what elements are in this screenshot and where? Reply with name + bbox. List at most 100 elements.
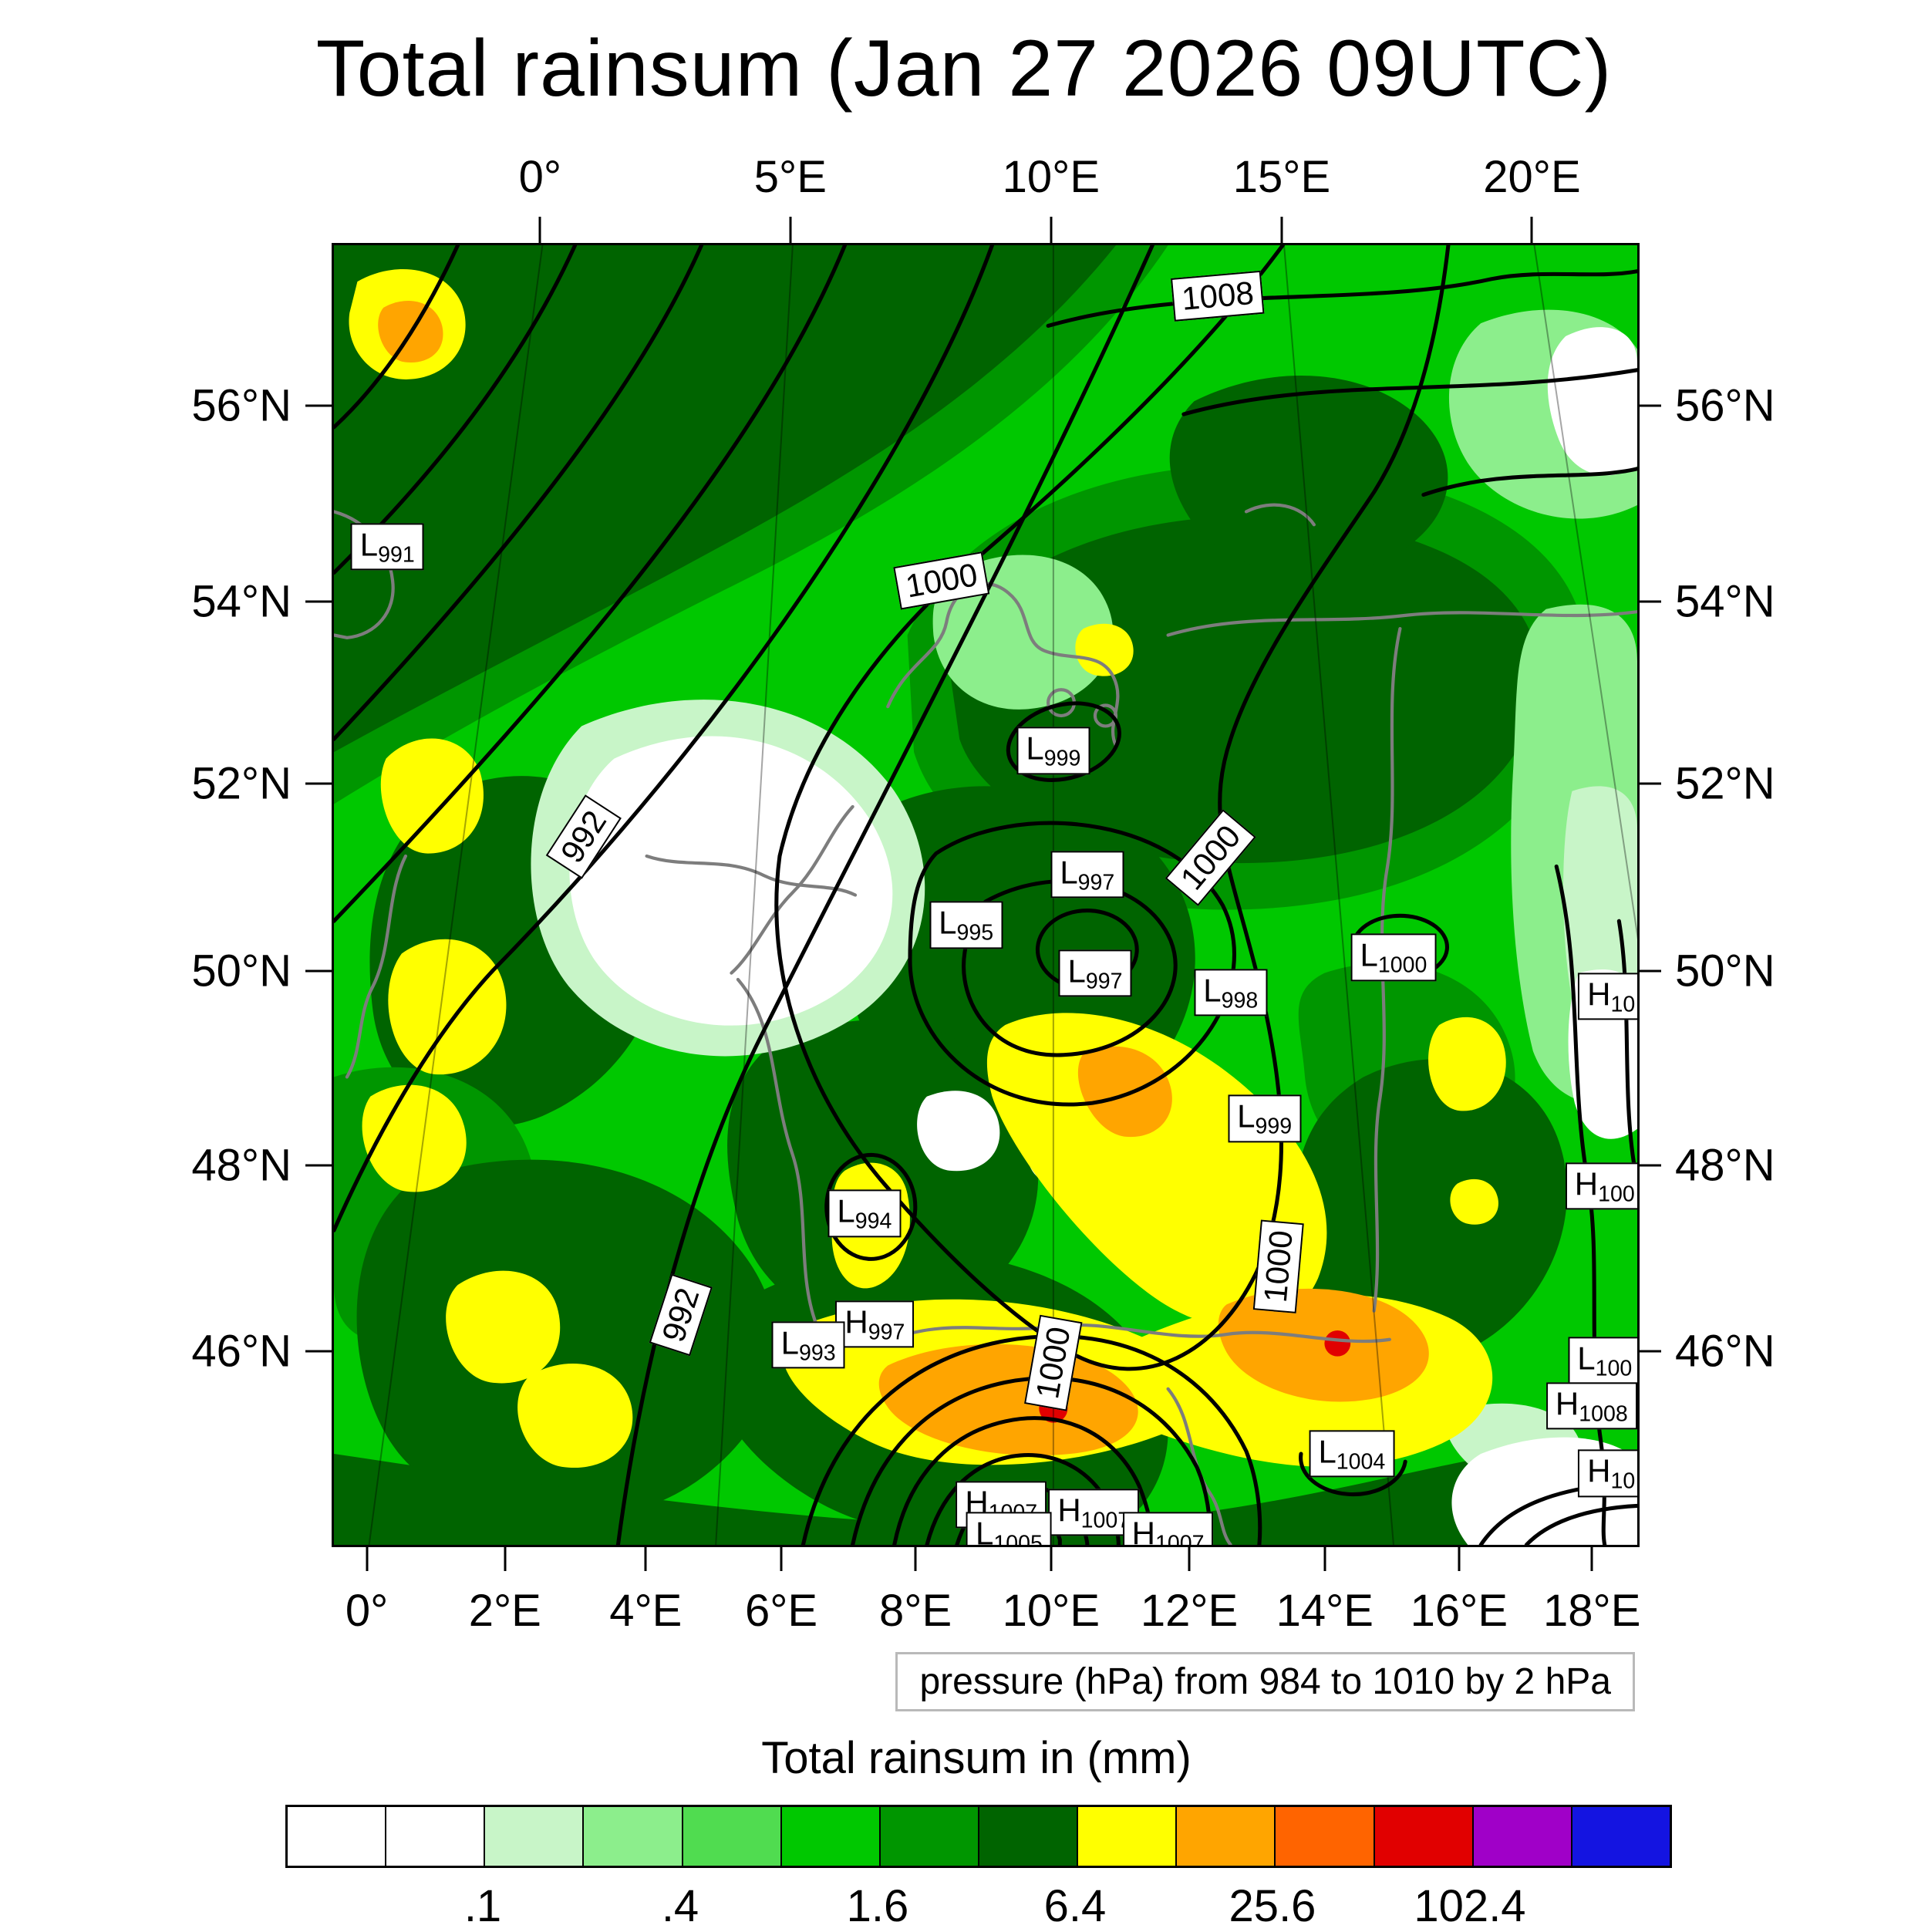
chart-title: Total rainsum (Jan 27 2026 09UTC) — [315, 24, 1613, 113]
axis-tick-label: 54°N — [191, 576, 292, 627]
pressure-caption: pressure (hPa) from 984 to 1010 by 2 hPa — [895, 1652, 1635, 1711]
colorbar-tick-label: .1 — [463, 1881, 502, 1931]
axis-tick-label: 12°E — [1140, 1586, 1239, 1636]
pressure-labels-layer: 1008 1000 L991 992 L999 L997 1000 L995 L997 L998 L… — [334, 245, 1637, 1545]
low-pressure-label: L995 — [929, 901, 1003, 949]
axis-tick — [305, 404, 332, 407]
axis-tick — [1530, 217, 1533, 243]
axis-tick-label: 18°E — [1543, 1586, 1641, 1636]
isobar-label: 992 — [546, 794, 622, 879]
axis-tick — [1323, 1545, 1326, 1571]
axis-tick-label: 54°N — [1675, 576, 1775, 627]
colorbar-segment — [1276, 1807, 1375, 1866]
axis-tick-label: 0° — [518, 152, 562, 202]
axis-tick — [305, 969, 332, 973]
axis-tick-label: 10°E — [1002, 1586, 1101, 1636]
axis-tick-label: 5°E — [753, 152, 827, 202]
axis-tick — [1635, 969, 1661, 973]
axis-tick — [305, 782, 332, 785]
axis-tick — [305, 1350, 332, 1353]
isobar-label: 1008 — [1170, 270, 1265, 322]
axis-bottom-longitude: 0° 2°E 4°E 6°E 8°E 10°E 12°E 14°E 16°E 18°E — [332, 1545, 1640, 1680]
high-pressure-label: H1008 — [1545, 1382, 1637, 1430]
axis-tick — [366, 1545, 369, 1571]
isobar-label: 1000 — [1023, 1314, 1083, 1411]
colorbar-title: Total rainsum in (mm) — [761, 1733, 1192, 1783]
high-pressure-label: H997 — [835, 1300, 915, 1348]
colorbar-tick-label: .4 — [661, 1881, 699, 1931]
high-pressure-label: H10 — [1578, 973, 1637, 1020]
axis-tick — [914, 1545, 917, 1571]
high-pressure-label: H10 — [1578, 1449, 1637, 1497]
colorbar — [285, 1805, 1672, 1868]
low-pressure-label: L100 — [1568, 1337, 1637, 1384]
low-pressure-label: L997 — [1058, 949, 1132, 997]
axis-tick-label: 8°E — [879, 1586, 952, 1636]
colorbar-tick-label: 1.6 — [846, 1881, 909, 1931]
axis-tick — [1458, 1545, 1461, 1571]
axis-tick — [538, 217, 541, 243]
low-pressure-label: L999 — [1228, 1094, 1302, 1142]
axis-tick-label: 0° — [345, 1586, 389, 1636]
colorbar-segment — [683, 1807, 782, 1866]
axis-right-latitude: 56°N 54°N 52°N 50°N 48°N 46°N — [1635, 243, 1882, 1543]
axis-tick-label: 6°E — [744, 1586, 818, 1636]
axis-tick — [1635, 782, 1661, 785]
axis-tick — [644, 1545, 647, 1571]
axis-top-longitude: 0° 5°E 10°E 15°E 20°E — [332, 114, 1635, 243]
low-pressure-label: L991 — [350, 523, 424, 571]
high-pressure-label: H1007 — [1122, 1512, 1214, 1545]
colorbar-segment — [1473, 1807, 1572, 1866]
high-pressure-label: H100 — [1565, 1162, 1637, 1210]
colorbar-segment — [1374, 1807, 1474, 1866]
axis-tick-label: 20°E — [1483, 152, 1581, 202]
isobar-label: 1000 — [1253, 1219, 1305, 1314]
axis-tick — [1635, 1350, 1661, 1353]
colorbar-segment — [584, 1807, 683, 1866]
axis-tick-label: 48°N — [1675, 1140, 1775, 1191]
axis-tick-label: 48°N — [191, 1140, 292, 1191]
axis-tick-label: 50°N — [191, 946, 292, 996]
axis-tick-label: 4°E — [609, 1586, 683, 1636]
isobar-label: 1000 — [892, 551, 990, 610]
low-pressure-label: L1004 — [1309, 1430, 1395, 1478]
colorbar-segment — [1078, 1807, 1178, 1866]
axis-tick-label: 46°N — [191, 1326, 292, 1377]
axis-tick — [504, 1545, 507, 1571]
map-plot-area: 1008 1000 L991 992 L999 L997 1000 L995 L997 L998 L… — [332, 243, 1640, 1547]
axis-tick — [1050, 1545, 1053, 1571]
colorbar-segment — [781, 1807, 881, 1866]
axis-tick — [789, 217, 792, 243]
axis-tick — [1280, 217, 1283, 243]
axis-tick — [305, 1164, 332, 1167]
axis-tick-label: 52°N — [1675, 758, 1775, 809]
axis-tick — [1590, 1545, 1593, 1571]
axis-tick — [1635, 1164, 1661, 1167]
axis-tick — [305, 600, 332, 603]
isobar-label: 992 — [649, 1273, 713, 1357]
axis-tick-label: 10°E — [1002, 152, 1101, 202]
axis-tick — [1050, 217, 1053, 243]
colorbar-segment — [1177, 1807, 1276, 1866]
colorbar-segment — [288, 1807, 387, 1866]
colorbar-segment — [979, 1807, 1079, 1866]
axis-tick-label: 16°E — [1410, 1586, 1508, 1636]
low-pressure-label: L998 — [1194, 969, 1268, 1017]
axis-tick-label: 46°N — [1675, 1326, 1775, 1377]
axis-left-latitude: 56°N 54°N 52°N 50°N 48°N 46°N — [85, 243, 332, 1543]
axis-tick-label: 15°E — [1232, 152, 1331, 202]
low-pressure-label: L1005 — [966, 1512, 1052, 1545]
axis-tick — [1635, 600, 1661, 603]
low-pressure-label: L999 — [1016, 727, 1090, 775]
low-pressure-label: L1000 — [1350, 933, 1437, 981]
axis-tick — [780, 1545, 783, 1571]
axis-tick-label: 14°E — [1276, 1586, 1374, 1636]
low-pressure-label: L993 — [771, 1320, 845, 1369]
colorbar-tick-label: 6.4 — [1043, 1881, 1107, 1931]
axis-tick-label: 52°N — [191, 758, 292, 809]
axis-tick-label: 56°N — [191, 380, 292, 431]
colorbar-segment — [880, 1807, 979, 1866]
colorbar-tick-label: 25.6 — [1229, 1881, 1316, 1931]
low-pressure-label: L997 — [1050, 850, 1124, 899]
